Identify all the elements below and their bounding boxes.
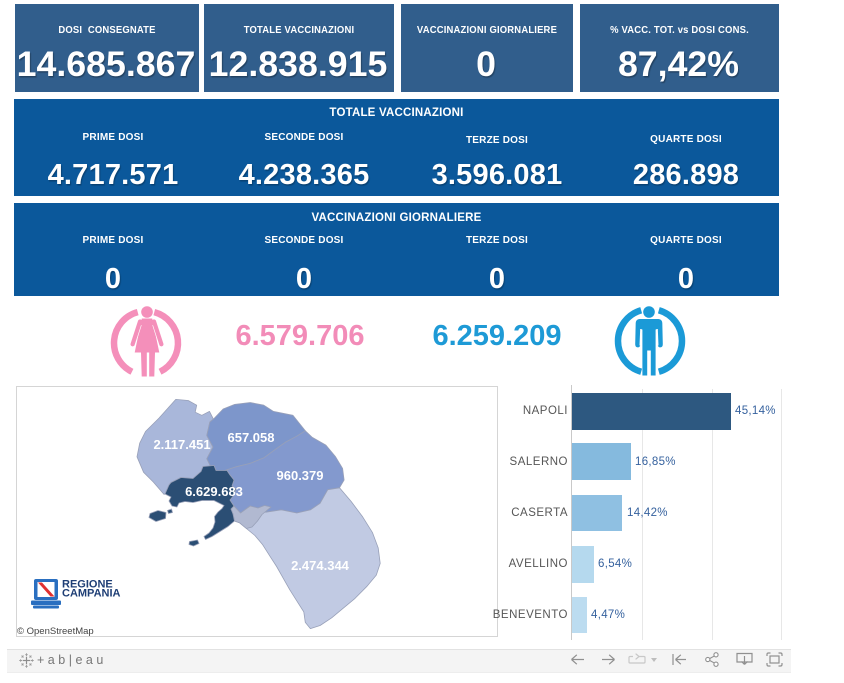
svg-text:960.379: 960.379 xyxy=(277,468,324,483)
svg-text:6.629.683: 6.629.683 xyxy=(185,484,243,499)
svg-text:2.117.451: 2.117.451 xyxy=(153,437,210,452)
svg-text:657.058: 657.058 xyxy=(228,430,275,445)
svg-text:CAMPANIA: CAMPANIA xyxy=(62,588,121,600)
svg-text:REGIONE: REGIONE xyxy=(62,579,113,591)
svg-text:2.474.344: 2.474.344 xyxy=(291,558,350,573)
